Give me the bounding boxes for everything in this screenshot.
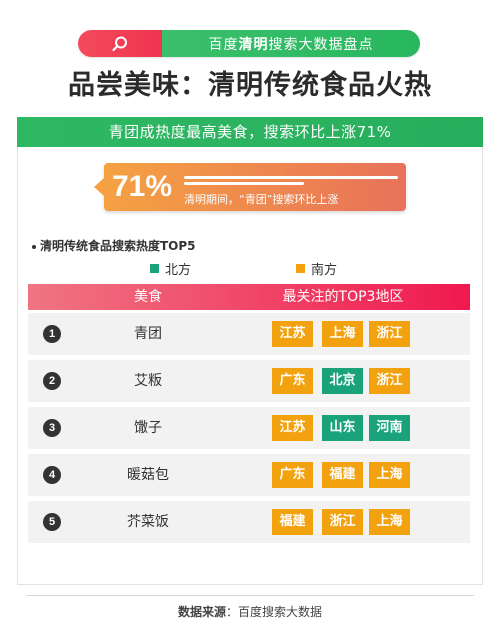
callout-description: 清明期间，“青团”搜索环比上涨	[184, 193, 339, 206]
pill-icon-area	[78, 30, 162, 57]
region-tag: 山东	[322, 415, 363, 441]
region-tag: 广东	[272, 368, 313, 394]
pill-prefix: 百度	[208, 36, 239, 53]
region-tag: 广东	[272, 462, 313, 488]
region-tag: 江苏	[272, 321, 313, 347]
table-row: 2 艾粄 广东 北京 浙江	[28, 360, 470, 402]
region-tag: 浙江	[369, 368, 410, 394]
legend-north: 北方	[150, 259, 191, 278]
region-tag: 上海	[322, 321, 363, 347]
table-row: 4 暖菇包 广东 福建 上海	[28, 454, 470, 496]
footer-source: 数据来源：百度搜索大数据	[0, 603, 500, 620]
region-tag: 福建	[272, 509, 313, 535]
region-tag: 江苏	[272, 415, 313, 441]
section-title-text: 清明传统食品搜索热度TOP5	[40, 239, 196, 253]
header-regions: 最关注的TOP3地区	[282, 289, 404, 305]
rank-badge: 4	[43, 466, 61, 484]
table-row: 3 馓子 江苏 山东 河南	[28, 407, 470, 449]
rank-badge: 3	[43, 419, 61, 437]
pill-highlight: 清明	[238, 36, 269, 53]
callout-percent: 71%	[112, 170, 173, 203]
highlight-callout: 71% 清明期间，“青团”搜索环比上涨	[94, 163, 406, 211]
callout-decor-line-short	[184, 182, 304, 185]
region-tag: 浙江	[369, 321, 410, 347]
region-tag: 福建	[322, 462, 363, 488]
header-pill: 百度 清明 搜索大数据盘点	[78, 30, 420, 57]
table-header: 美食 最关注的TOP3地区	[28, 284, 470, 310]
table-row: 1 青团 江苏 上海 浙江	[28, 313, 470, 355]
legend-north-swatch	[150, 264, 159, 273]
region-tag: 上海	[369, 509, 410, 535]
footer-source-text: ：百度搜索大数据	[226, 605, 323, 619]
food-name: 艾粄	[134, 373, 162, 389]
region-tag: 北京	[322, 368, 363, 394]
section-title: 清明传统食品搜索热度TOP5	[32, 237, 196, 254]
bullet-icon	[32, 244, 36, 249]
pill-text: 百度 清明 搜索大数据盘点	[162, 30, 420, 57]
callout-decor-line	[184, 176, 398, 179]
food-name: 暖菇包	[127, 467, 169, 483]
legend-south-swatch	[296, 264, 305, 273]
header-food: 美食	[134, 289, 162, 305]
food-name: 芥菜饭	[127, 514, 169, 530]
food-name: 馓子	[134, 420, 162, 436]
region-tag: 河南	[369, 415, 410, 441]
search-icon	[112, 36, 127, 51]
pill-suffix: 搜索大数据盘点	[268, 36, 374, 53]
legend-north-label: 北方	[165, 263, 192, 278]
region-tag: 浙江	[322, 509, 363, 535]
rank-badge: 2	[43, 372, 61, 390]
banner: 青团成热度最高美食，搜索环比上涨71%	[17, 117, 483, 147]
rank-badge: 5	[43, 513, 61, 531]
table-row: 5 芥菜饭 福建 浙江 上海	[28, 501, 470, 543]
footer-label: 数据来源	[177, 605, 226, 619]
region-tag: 上海	[369, 462, 410, 488]
footer-divider	[26, 595, 474, 596]
legend-south-label: 南方	[311, 263, 338, 278]
food-name: 青团	[134, 326, 162, 342]
page-title: 品尝美味：清明传统食品火热	[68, 70, 432, 101]
legend-south: 南方	[296, 259, 337, 278]
rank-badge: 1	[43, 325, 61, 343]
